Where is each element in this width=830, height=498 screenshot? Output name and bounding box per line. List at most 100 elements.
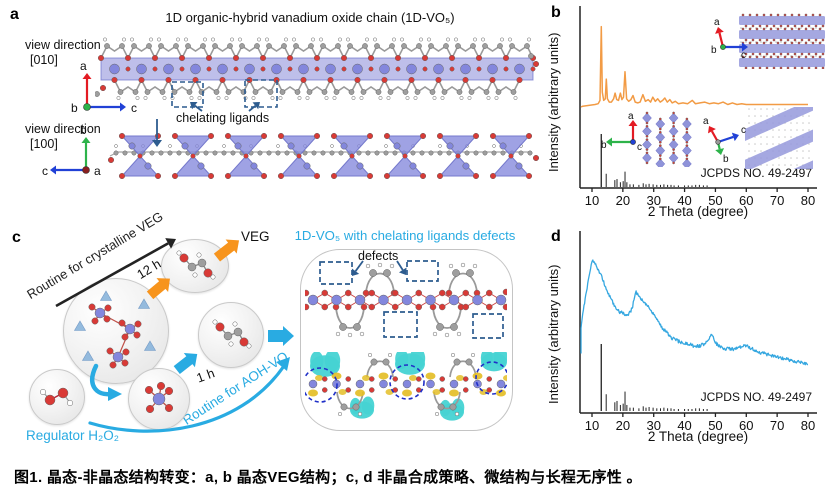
oxygen-atom bbox=[369, 387, 375, 393]
diamond-motif bbox=[642, 139, 652, 150]
oxygen-atom bbox=[287, 66, 293, 72]
ligand-dot bbox=[815, 55, 817, 57]
hydrogen-atom bbox=[450, 352, 456, 358]
carbon-atom bbox=[198, 89, 205, 95]
oxygen-atom bbox=[286, 54, 294, 62]
x-tick-label: 60 bbox=[739, 418, 753, 433]
oxygen-dot bbox=[765, 38, 769, 42]
oxygen-atom bbox=[313, 172, 321, 180]
hydrogen-atom bbox=[378, 96, 383, 100]
oxygen-atom bbox=[367, 54, 375, 62]
vanadium-atom bbox=[409, 162, 417, 170]
carbon-atom bbox=[353, 323, 361, 331]
oxygen-dot bbox=[811, 27, 815, 31]
oxygen-dot bbox=[821, 66, 825, 69]
oxygen-atom bbox=[486, 303, 493, 311]
carbon-atom bbox=[275, 150, 281, 156]
carbon-atom bbox=[482, 150, 488, 156]
oxygen-atom bbox=[415, 289, 422, 297]
vanadium-atom bbox=[271, 63, 282, 75]
oxygen-dot bbox=[741, 55, 745, 59]
oxygen-atom bbox=[203, 268, 213, 278]
carbon-atom bbox=[389, 43, 395, 49]
veg-product-label: VEG bbox=[241, 229, 270, 244]
hydrogen-atom bbox=[427, 37, 431, 42]
cyan-isosurface bbox=[451, 398, 465, 417]
hydrogen-atom bbox=[297, 96, 302, 100]
oxygen-dot bbox=[751, 52, 755, 56]
carbon-atom bbox=[453, 358, 461, 366]
oxygen-atom bbox=[435, 76, 442, 84]
hydrogen-atom bbox=[454, 411, 460, 417]
oxygen-atom bbox=[138, 76, 145, 84]
carbon-atom bbox=[339, 323, 347, 331]
ligand-dot bbox=[810, 55, 812, 57]
hydrogen-atom bbox=[189, 96, 194, 100]
oxygen-atom bbox=[145, 404, 155, 414]
carbon-atom bbox=[348, 89, 355, 95]
carbon-atom bbox=[383, 150, 389, 156]
oxygen-dot bbox=[818, 13, 822, 17]
vo-polyhedron bbox=[173, 155, 213, 177]
diagonal-chain-stripe bbox=[745, 124, 813, 169]
hydrogen-atom bbox=[211, 37, 215, 42]
oxygen-atom bbox=[448, 54, 456, 62]
speck bbox=[784, 108, 786, 110]
oxygen-dot bbox=[658, 117, 662, 121]
ligand-dot bbox=[800, 55, 802, 57]
hydrogen-atom bbox=[246, 343, 252, 349]
carbon-atom bbox=[387, 89, 394, 95]
oxygen-atom bbox=[219, 76, 226, 84]
carbon-atom bbox=[340, 403, 348, 411]
yellow-isosurface bbox=[355, 389, 365, 397]
ligand-top bbox=[100, 44, 129, 59]
carbon-atom bbox=[335, 43, 341, 49]
hydrogen-atom bbox=[196, 252, 202, 258]
hydrogen-atom bbox=[114, 144, 118, 148]
oxygen-dot bbox=[807, 52, 811, 56]
oxygen-atom bbox=[345, 376, 351, 382]
hydrogen-atom bbox=[434, 411, 440, 417]
hydrogen-atom bbox=[459, 96, 464, 100]
x-tick-label: 80 bbox=[801, 418, 815, 433]
axis-gizmo-100-axis-arrow bbox=[50, 165, 56, 175]
oxygen-atom bbox=[360, 303, 368, 311]
speck bbox=[802, 157, 804, 159]
hydrogen-atom bbox=[192, 272, 198, 278]
speck bbox=[772, 129, 774, 131]
speck bbox=[790, 122, 792, 124]
hydrogen-atom bbox=[170, 96, 175, 100]
oxygen-atom bbox=[366, 172, 374, 180]
oxygen-atom bbox=[486, 289, 493, 297]
oxygen-atom bbox=[503, 66, 509, 72]
oxygen-dot bbox=[776, 41, 780, 45]
xrd-curve bbox=[580, 25, 808, 108]
water-triangle bbox=[73, 320, 87, 331]
vanadium-atom bbox=[234, 142, 242, 150]
carbon-atom bbox=[449, 403, 457, 411]
x-tick-label: 10 bbox=[585, 193, 599, 208]
oxygen-dot bbox=[790, 27, 794, 31]
oxygen-atom bbox=[489, 76, 496, 84]
carbon-atom bbox=[518, 150, 524, 156]
oxygen-dot bbox=[776, 13, 780, 17]
hydrogen-atom bbox=[162, 96, 167, 100]
yellow-isosurface bbox=[331, 372, 342, 380]
oxygen-dot bbox=[672, 138, 675, 141]
view-direction-100-label: view direction bbox=[25, 122, 101, 136]
ligand-top bbox=[451, 44, 480, 59]
oxygen-atom bbox=[122, 348, 130, 356]
carbon-atom bbox=[311, 150, 317, 156]
oxygen-dot bbox=[786, 52, 790, 56]
oxygen-atom bbox=[165, 76, 172, 84]
oxygen-dot bbox=[793, 38, 797, 42]
speck bbox=[796, 129, 798, 131]
vanadium-atom bbox=[446, 142, 454, 150]
oxygen-dot bbox=[772, 24, 776, 28]
oxygen-dot bbox=[685, 157, 689, 161]
panel-d-label: d bbox=[551, 228, 561, 245]
oxygen-atom bbox=[354, 76, 361, 84]
hydrogen-atom bbox=[203, 37, 207, 42]
oxygen-atom bbox=[133, 331, 141, 339]
cyan-isosurface bbox=[409, 352, 426, 370]
